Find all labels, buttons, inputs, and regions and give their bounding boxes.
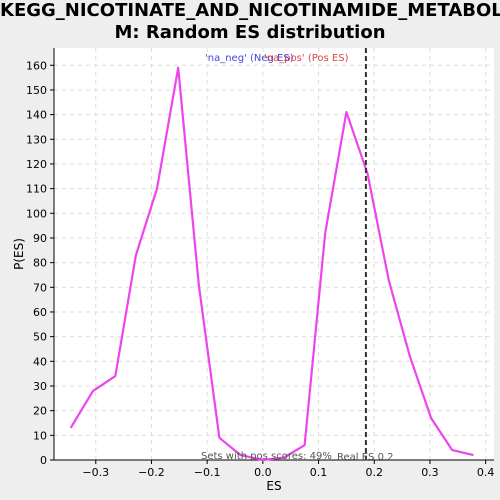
chart-title: KEGG_NICOTINATE_AND_NICOTINAMIDE_METABOL… xyxy=(0,0,500,44)
y-tick-label: 20 xyxy=(33,405,47,418)
y-tick-label: 130 xyxy=(26,133,47,146)
x-tick-label: −0.2 xyxy=(138,466,165,479)
axes: 0 10 20 30 40 50 60 70 80 90 100 110 120 130 140 150 160… xyxy=(26,48,494,479)
x-tick-label: −0.3 xyxy=(82,466,109,479)
y-tick-label: 100 xyxy=(26,207,47,220)
y-tick-label: 110 xyxy=(26,183,47,196)
y-tick-label: 60 xyxy=(33,306,47,319)
x-axis-label: ES xyxy=(266,479,281,493)
x-tick-label: −0.1 xyxy=(194,466,221,479)
y-tick-label: 90 xyxy=(33,232,47,245)
x-tick-label: 0.0 xyxy=(254,466,272,479)
pos-scores-label: Sets with pos scores: 49% xyxy=(201,451,332,462)
legend-item-pos: 'na_pos' (Pos ES) xyxy=(264,53,349,64)
annotations: 'na_neg' (Neg ES)'na_pos' (Pos ES) Sets w… xyxy=(201,48,393,463)
x-tick-label: 0.2 xyxy=(366,466,384,479)
x-tick-label: 0.1 xyxy=(310,466,328,479)
grid xyxy=(54,48,494,461)
y-tick-label: 120 xyxy=(26,158,47,171)
y-tick-label: 160 xyxy=(26,59,47,72)
y-tick-label: 140 xyxy=(26,109,47,122)
chart-title-line2: M: Random ES distribution xyxy=(114,22,386,43)
x-tick-label: 0.4 xyxy=(477,466,495,479)
y-tick-label: 70 xyxy=(33,281,47,294)
y-tick-label: 150 xyxy=(26,84,47,97)
y-tick-label: 50 xyxy=(33,331,47,344)
y-axis-label: P(ES) xyxy=(12,238,26,270)
es-distribution-line xyxy=(69,66,474,462)
real-es-label: Real ES 0.2 xyxy=(337,452,393,463)
x-tick-label: 0.3 xyxy=(421,466,439,479)
y-tick-label: 10 xyxy=(33,429,47,442)
y-tick-label: 30 xyxy=(33,380,47,393)
legend-item-neg: 'na_neg' (Neg ES) xyxy=(205,53,294,64)
chart-title-line1: KEGG_NICOTINATE_AND_NICOTINAMIDE_METABOL… xyxy=(0,0,500,21)
series xyxy=(69,66,474,462)
y-tick-label: 0 xyxy=(40,454,47,467)
y-tick-label: 80 xyxy=(33,257,47,270)
y-tick-label: 40 xyxy=(33,355,47,368)
plot-area xyxy=(54,48,494,460)
